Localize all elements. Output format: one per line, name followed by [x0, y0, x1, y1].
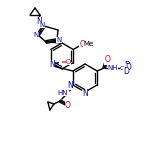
Text: Me: Me: [83, 41, 93, 47]
Text: N: N: [59, 59, 64, 64]
Text: C: C: [120, 66, 124, 71]
Text: N: N: [56, 37, 62, 43]
Text: N: N: [82, 90, 88, 98]
Text: N: N: [36, 17, 42, 26]
Text: =O: =O: [60, 59, 71, 64]
Text: D: D: [123, 67, 129, 76]
Text: N: N: [39, 22, 45, 28]
Text: HN: HN: [57, 90, 68, 96]
Text: NH: NH: [108, 65, 118, 71]
Text: D: D: [125, 64, 131, 73]
Text: O: O: [79, 40, 85, 49]
Text: N: N: [49, 60, 55, 69]
Text: N: N: [67, 81, 73, 90]
Text: D: D: [124, 60, 130, 69]
Text: O: O: [65, 100, 71, 109]
Text: N: N: [33, 32, 39, 38]
Text: O: O: [104, 55, 110, 64]
